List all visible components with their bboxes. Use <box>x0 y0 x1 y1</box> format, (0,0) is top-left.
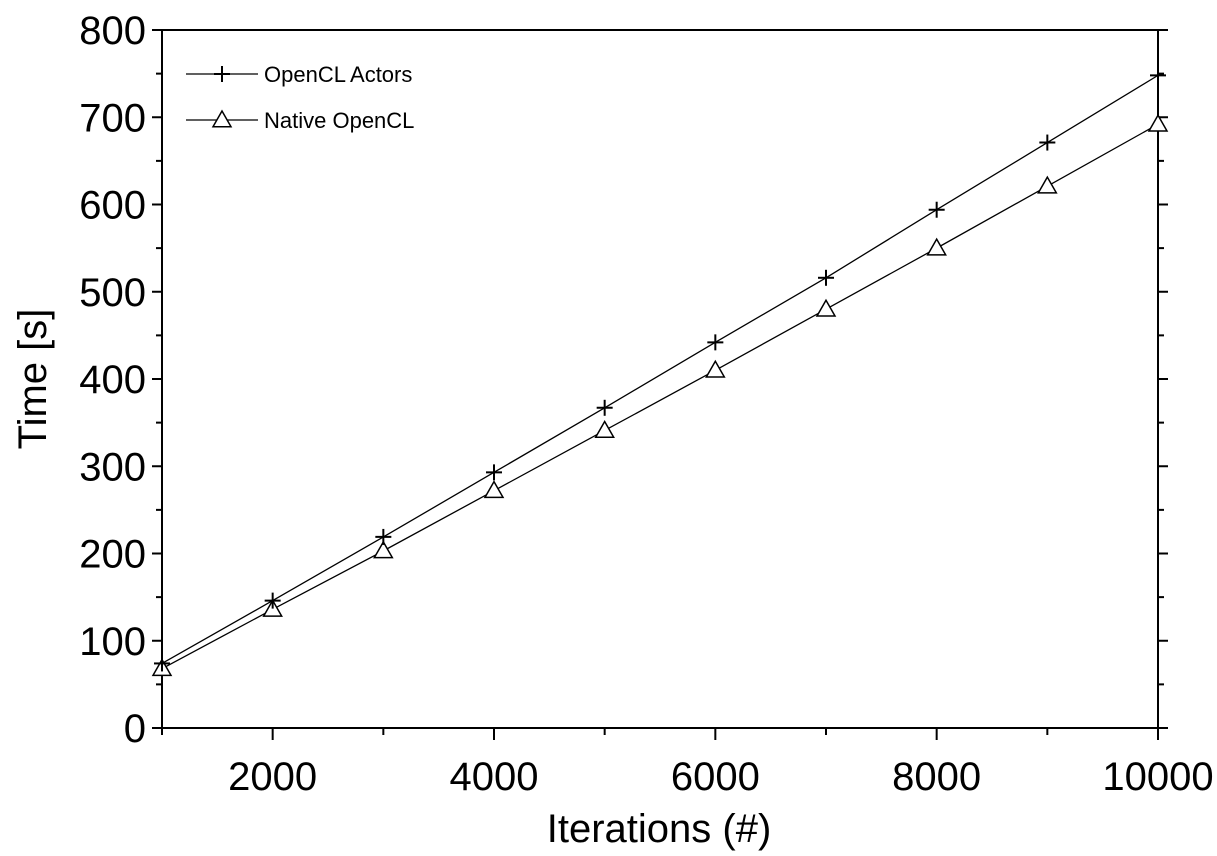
data-point <box>1037 175 1058 194</box>
data-point <box>596 399 613 416</box>
data-point <box>1147 113 1169 132</box>
x-tick-label: 2000 <box>228 755 317 799</box>
x-axis-title: Iterations (#) <box>547 807 772 851</box>
series-opencl-actors <box>154 67 1166 672</box>
legend-entry: OpenCL Actors <box>186 62 412 87</box>
y-tick-label: 200 <box>79 533 146 577</box>
x-tick-label: 10000 <box>1102 755 1213 799</box>
data-point <box>815 298 837 317</box>
y-tick-label: 700 <box>79 96 146 140</box>
legend-label: Native OpenCL <box>264 108 414 133</box>
series-layer <box>151 67 1169 677</box>
data-point <box>594 419 615 438</box>
x-tick-label: 4000 <box>450 755 539 799</box>
data-point <box>375 528 392 545</box>
data-point <box>154 655 170 672</box>
data-point <box>818 269 834 286</box>
series-line <box>161 74 1159 665</box>
y-tick-label: 600 <box>79 184 146 228</box>
legend-marker <box>214 66 230 82</box>
data-point <box>1150 67 1166 84</box>
data-point <box>486 464 502 481</box>
data-point <box>705 359 726 378</box>
x-tick-label: 6000 <box>671 755 760 799</box>
legend: OpenCL Actors Native OpenCL <box>186 62 414 133</box>
y-tick-label: 400 <box>79 358 146 402</box>
y-tick-label: 500 <box>79 271 146 315</box>
y-tick-label: 300 <box>79 445 146 489</box>
data-point <box>483 480 505 499</box>
data-point <box>1039 134 1056 151</box>
y-tick-label: 100 <box>79 620 146 664</box>
axes: 0 100 200 300 400 500 600 700 800 2000 4000 6000 800… <box>79 9 1213 799</box>
data-point <box>707 334 724 351</box>
plot-frame <box>161 29 1159 729</box>
legend-marker <box>211 109 233 128</box>
y-tick-label: 800 <box>79 9 146 53</box>
legend-entry: Native OpenCL <box>186 108 414 133</box>
y-tick-label: 0 <box>124 707 146 751</box>
data-point <box>926 237 947 256</box>
series-line <box>161 123 1159 670</box>
data-point <box>928 201 945 218</box>
legend-label: OpenCL Actors <box>264 62 412 87</box>
x-tick-label: 8000 <box>892 755 981 799</box>
data-point <box>264 592 281 609</box>
series-native-opencl <box>151 113 1169 677</box>
y-axis-title: Time [s] <box>11 309 55 450</box>
data-point <box>373 540 394 559</box>
